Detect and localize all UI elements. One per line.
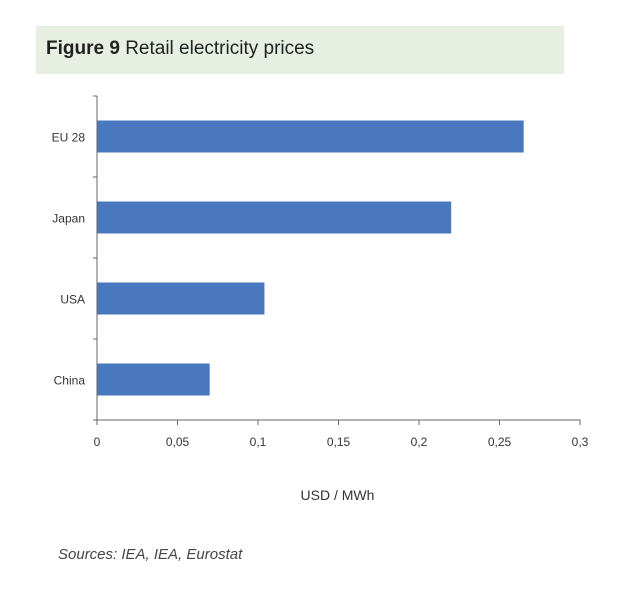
x-axis-title: USD / MWh — [301, 487, 375, 503]
figure-title-text: Retail electricity prices — [125, 38, 315, 59]
x-tick-label: 0,3 — [572, 435, 589, 449]
bar-usa — [97, 282, 265, 315]
bar-china — [97, 363, 210, 396]
category-label: USA — [60, 293, 85, 307]
bar-eu-28 — [97, 120, 524, 153]
x-tick-label: 0 — [94, 435, 101, 449]
bar-japan — [97, 201, 452, 234]
category-label: China — [54, 374, 86, 388]
x-tick-label: 0,25 — [488, 435, 512, 449]
figure-label: Figure 9 — [46, 38, 120, 59]
x-tick-label: 0,05 — [166, 435, 190, 449]
category-label: EU 28 — [52, 131, 86, 145]
category-label: Japan — [52, 212, 85, 226]
x-tick-label: 0,15 — [327, 435, 351, 449]
figure-title-bar: Figure 9 Retail electricity prices — [36, 26, 564, 74]
source-note: Sources: IEA, IEA, Eurostat — [58, 546, 243, 563]
figure-title: Figure 9 Retail electricity prices — [46, 38, 314, 60]
x-tick-label: 0,2 — [411, 435, 428, 449]
x-tick-label: 0,1 — [250, 435, 267, 449]
